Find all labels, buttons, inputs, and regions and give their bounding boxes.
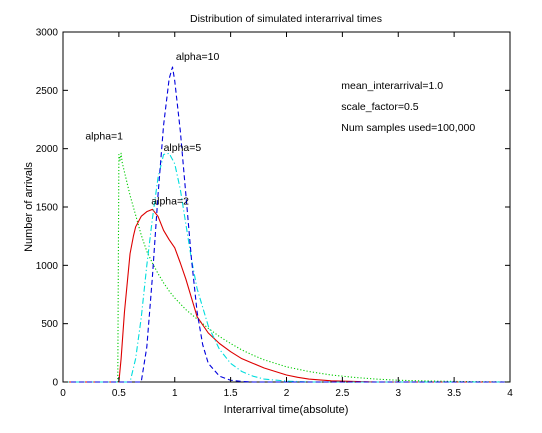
annotations: mean_interarrival=1.0 scale_factor=0.5 Num… bbox=[341, 80, 475, 134]
y-tick-label: 0 bbox=[52, 378, 58, 389]
x-tick-label: 1 bbox=[172, 388, 178, 399]
series-line-alpha-1 bbox=[63, 152, 511, 383]
x-tick-label: 2 bbox=[284, 388, 290, 399]
y-tick-label: 2000 bbox=[36, 144, 59, 155]
series-labels: alpha=1 alpha=2 alpha=5 alpha=10 bbox=[85, 51, 219, 208]
x-tick-label: 3.5 bbox=[447, 388, 461, 399]
series-label-alpha-2: alpha=2 bbox=[151, 196, 189, 208]
series-label-alpha-5: alpha=5 bbox=[164, 142, 202, 154]
y-tick-label: 3000 bbox=[36, 28, 59, 39]
y-tick-label: 500 bbox=[41, 319, 58, 330]
chart-title: Distribution of simulated interarrival t… bbox=[190, 13, 382, 25]
parameter-annotation: scale_factor=0.5 bbox=[341, 101, 419, 113]
series-line-alpha-10 bbox=[63, 66, 510, 383]
y-axis-label: Number of arrivals bbox=[23, 162, 35, 252]
series-curves bbox=[63, 66, 511, 383]
parameter-annotation: Num samples used=100,000 bbox=[341, 122, 475, 134]
x-axis-label: Interarrival time(absolute) bbox=[224, 404, 349, 416]
series-label-alpha-1: alpha=1 bbox=[85, 130, 123, 142]
series-line-alpha-2 bbox=[63, 208, 510, 383]
x-tick-label: 1.5 bbox=[224, 388, 238, 399]
series-label-alpha-10: alpha=10 bbox=[176, 51, 220, 63]
series-line-alpha-5 bbox=[63, 152, 510, 383]
y-tick-label: 2500 bbox=[36, 86, 59, 97]
x-tick-label: 4 bbox=[507, 388, 513, 399]
x-tick-label: 0 bbox=[60, 388, 66, 399]
x-tick-label: 3 bbox=[395, 388, 401, 399]
x-tick-label: 0.5 bbox=[112, 388, 126, 399]
x-tick-label: 2.5 bbox=[335, 388, 349, 399]
axis-ticks: 0 0.5 1 1.5 2 2.5 3 3.5 4 0 500 1000 1500 2000 2500 300… bbox=[36, 28, 513, 400]
parameter-annotation: mean_interarrival=1.0 bbox=[341, 80, 443, 92]
y-tick-label: 1500 bbox=[36, 203, 59, 214]
y-tick-label: 1000 bbox=[36, 261, 59, 272]
